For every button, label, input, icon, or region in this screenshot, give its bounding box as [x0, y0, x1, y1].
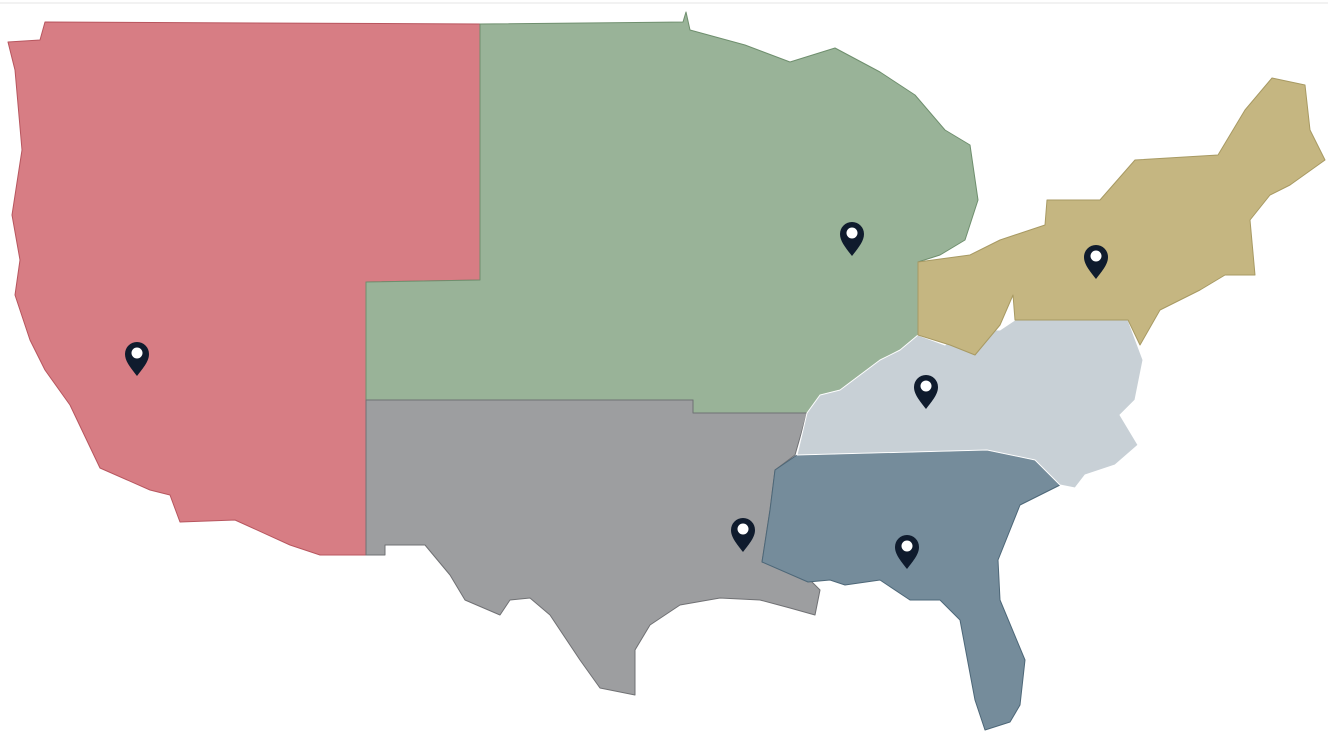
- region-south-central[interactable]: [365, 399, 821, 696]
- region-southeast[interactable]: [761, 449, 1061, 731]
- region-mid-atlantic[interactable]: [796, 319, 1144, 489]
- region-northeast[interactable]: [917, 77, 1326, 356]
